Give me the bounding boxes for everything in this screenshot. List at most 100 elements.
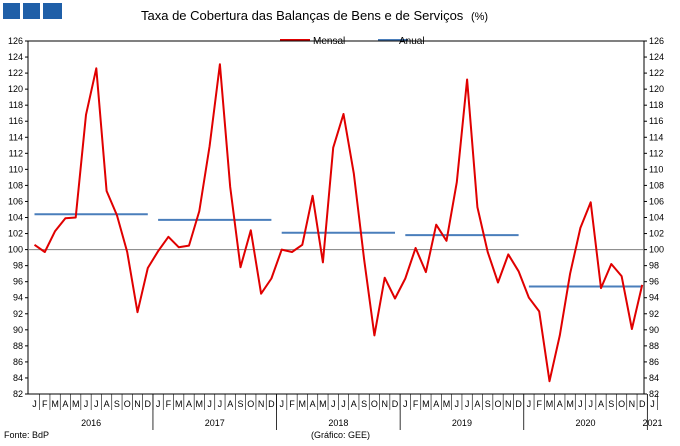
y-tick-label-right: 102 [649, 229, 664, 239]
month-tick-label: J [588, 399, 593, 409]
y-tick-label-left: 84 [13, 373, 23, 383]
month-tick-label: M [443, 399, 451, 409]
y-tick-label-right: 110 [649, 164, 663, 174]
month-tick-label: N [381, 399, 388, 409]
month-tick-label: O [618, 399, 625, 409]
month-tick-label: O [494, 399, 501, 409]
plot-frame [27, 40, 645, 395]
month-tick-label: N [258, 399, 265, 409]
y-tick-label-right: 112 [649, 148, 663, 158]
month-tick-label: F [413, 399, 419, 409]
year-label: 2017 [205, 418, 225, 428]
y-tick-label-left: 108 [8, 180, 23, 190]
month-tick-label: M [546, 399, 554, 409]
month-tick-label: S [608, 399, 614, 409]
chart-title-unit: (%) [471, 11, 488, 23]
month-tick-label: D [639, 399, 646, 409]
month-tick-label: A [227, 399, 233, 409]
y-tick-label-left: 112 [9, 148, 23, 158]
logo [3, 3, 62, 19]
month-tick-label: D [145, 399, 152, 409]
y-tick-label-left: 116 [9, 116, 23, 126]
y-tick-label-left: 122 [8, 68, 23, 78]
y-tick-label-left: 98 [13, 261, 23, 271]
month-tick-label: D [268, 399, 275, 409]
month-tick-label: A [433, 399, 439, 409]
month-tick-label: J [455, 399, 460, 409]
y-tick-label-right: 94 [649, 293, 659, 303]
month-tick-label: F [166, 399, 172, 409]
y-tick-label-left: 102 [8, 229, 23, 239]
y-tick-label-right: 124 [649, 52, 664, 62]
y-tick-label-right: 114 [649, 132, 663, 142]
source-note: Fonte: BdP [4, 430, 49, 440]
month-tick-label: S [361, 399, 367, 409]
y-tick-label-right: 86 [649, 357, 659, 367]
month-tick-label: A [310, 399, 316, 409]
month-tick-label: F [289, 399, 295, 409]
y-tick-label-left: 94 [13, 293, 23, 303]
month-tick-label: J [578, 399, 583, 409]
month-tick-label: J [279, 399, 284, 409]
y-tick-label-right: 82 [649, 389, 659, 399]
y-tick-label-right: 84 [649, 373, 659, 383]
y-tick-label-left: 88 [13, 341, 23, 351]
month-tick-label: M [319, 399, 327, 409]
y-tick-label-left: 120 [8, 84, 23, 94]
month-tick-label: J [156, 399, 161, 409]
credit-note: (Gráfico: GEE) [311, 430, 370, 440]
chart-title: Taxa de Cobertura das Balanças de Bens e… [141, 8, 488, 23]
y-tick-label-right: 88 [649, 341, 659, 351]
year-label: 2019 [452, 418, 472, 428]
month-tick-label: M [175, 399, 183, 409]
logo-square-2 [23, 3, 40, 19]
month-tick-label: J [84, 399, 89, 409]
month-tick-label: A [186, 399, 192, 409]
y-tick-label-right: 118 [649, 100, 663, 110]
month-tick-label: A [557, 399, 563, 409]
y-tick-label-right: 122 [649, 68, 664, 78]
month-tick-label: J [218, 399, 223, 409]
mensal-line [33, 63, 644, 383]
y-tick-label-left: 100 [8, 245, 23, 255]
month-tick-label: S [485, 399, 491, 409]
y-tick-label-left: 82 [13, 389, 23, 399]
plot-area: 82 82 84 84 86 86 88 88 90 90 92 92 94 94 96 96 98 98 100 1… [8, 36, 664, 430]
y-tick-label-left: 96 [13, 277, 23, 287]
month-tick-label: M [422, 399, 430, 409]
month-tick-label: J [207, 399, 212, 409]
y-tick-label-right: 98 [649, 261, 659, 271]
logo-square-3 [43, 3, 62, 19]
year-label: 2020 [576, 418, 596, 428]
month-tick-label: S [237, 399, 243, 409]
month-tick-label: J [465, 399, 470, 409]
month-tick-label: M [566, 399, 574, 409]
y-tick-label-left: 92 [13, 309, 23, 319]
y-tick-label-right: 100 [649, 245, 664, 255]
month-tick-label: J [527, 399, 532, 409]
month-tick-label: O [247, 399, 254, 409]
year-label: 2016 [81, 418, 101, 428]
y-tick-label-left: 124 [8, 52, 23, 62]
month-tick-label: A [62, 399, 68, 409]
month-tick-label: J [32, 399, 37, 409]
y-tick-label-left: 110 [9, 164, 23, 174]
month-tick-label: N [134, 399, 141, 409]
y-tick-label-right: 90 [649, 325, 659, 335]
y-tick-label-right: 106 [649, 196, 664, 206]
y-tick-label-left: 118 [9, 100, 23, 110]
year-label: 2018 [328, 418, 348, 428]
month-tick-label: J [403, 399, 408, 409]
month-tick-label: A [598, 399, 604, 409]
month-tick-label: O [124, 399, 131, 409]
y-tick-label-left: 114 [9, 132, 23, 142]
logo-square-1 [3, 3, 20, 19]
month-tick-label: O [371, 399, 378, 409]
month-tick-label: D [392, 399, 399, 409]
month-tick-label: M [299, 399, 307, 409]
y-tick-label-right: 116 [649, 116, 663, 126]
month-tick-label: J [341, 399, 346, 409]
year-label: 2021 [642, 418, 662, 428]
month-tick-label: F [536, 399, 542, 409]
